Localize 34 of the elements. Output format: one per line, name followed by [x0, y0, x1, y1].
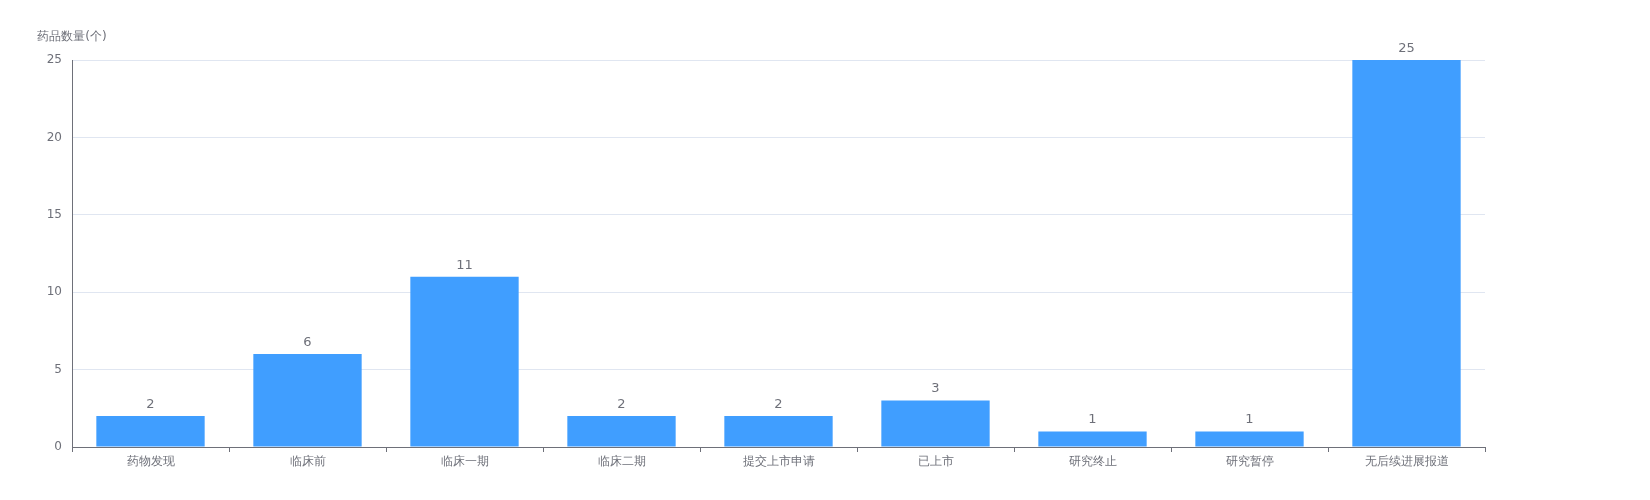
x-tick-label: 提交上市申请 — [742, 454, 815, 469]
x-tick-label: 临床前 — [289, 454, 326, 469]
bar — [724, 416, 833, 447]
data-label: 2 — [774, 395, 783, 411]
y-tick-label: 15 — [46, 206, 62, 221]
bar — [96, 416, 205, 447]
bar — [567, 416, 676, 447]
y-tick-label: 20 — [46, 129, 62, 144]
data-label: 2 — [617, 395, 626, 411]
x-tick-label: 药物发现 — [126, 454, 175, 469]
y-tick-label: 5 — [54, 361, 62, 376]
y-axis-title: 药品数量(个) — [37, 29, 107, 44]
data-label: 6 — [303, 333, 312, 349]
data-label: 1 — [1088, 411, 1097, 427]
bar — [881, 400, 990, 447]
x-tick-label: 临床一期 — [440, 454, 489, 469]
bar — [410, 276, 519, 447]
data-label: 1 — [1245, 411, 1254, 427]
y-tick-label: 25 — [46, 52, 62, 67]
data-label: 2 — [146, 395, 155, 411]
x-tick-label: 已上市 — [917, 454, 954, 469]
bar — [1195, 431, 1304, 447]
bar — [253, 354, 362, 447]
data-label: 11 — [456, 256, 473, 272]
data-label: 25 — [1398, 39, 1415, 55]
data-label: 3 — [931, 380, 940, 396]
bar — [1038, 431, 1147, 447]
x-tick-label: 研究暂停 — [1225, 454, 1274, 469]
x-tick-label: 无后续进展报道 — [1364, 454, 1449, 469]
x-tick-label: 研究终止 — [1068, 454, 1117, 469]
bar — [1352, 60, 1461, 447]
x-tick-label: 临床二期 — [597, 454, 646, 469]
y-tick-label: 0 — [54, 439, 62, 454]
y-tick-label: 10 — [46, 284, 62, 299]
